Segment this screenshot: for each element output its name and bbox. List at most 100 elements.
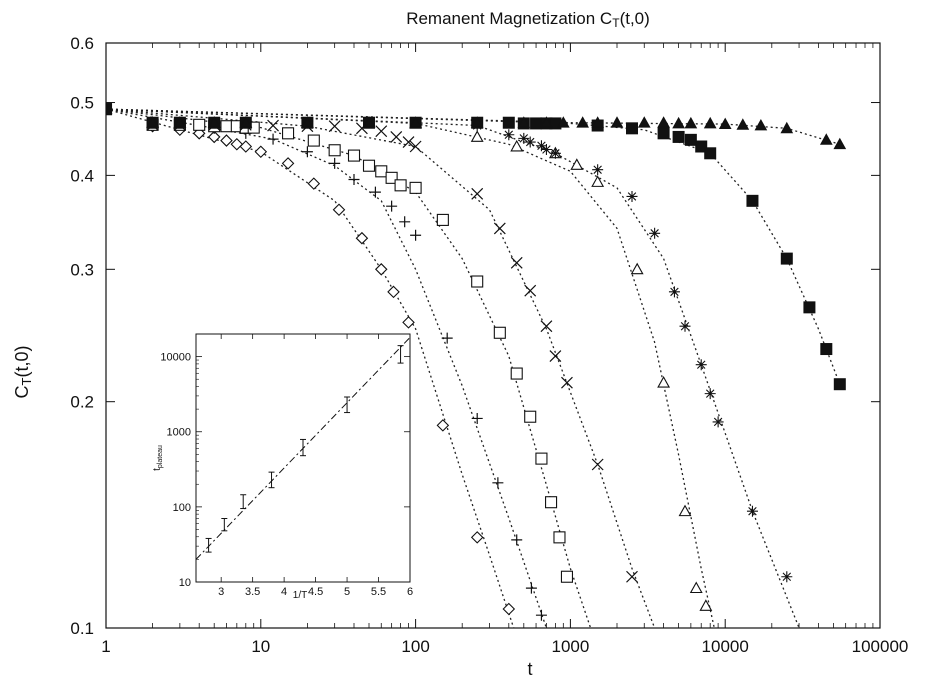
series-8-triangle-filled-point [833,137,847,150]
series-5-triangle-open-point [510,139,524,152]
series-2-plus-point [535,609,547,621]
chart-title-subscript: T [612,16,620,30]
inset-x-tick-label: 4 [281,586,287,598]
series-3-square-point [409,181,422,194]
series-8-triangle-filled-point [239,116,253,128]
series-2-plus-point [267,133,279,145]
inset-error-bar-point [268,471,275,489]
series-8-triangle-filled-point [736,118,750,130]
series-7-square-filled-point [502,116,515,129]
series-8-triangle-filled-point [672,116,685,129]
series-7-square-filled-point [746,194,759,207]
y-tick-label: 0.6 [70,34,94,53]
series-6-dotted-curve [106,108,800,628]
series-7-square-filled-point [695,140,708,153]
series-3-square-point [471,275,484,288]
series-8-triangle-filled-point [610,116,624,128]
series-6-star-point [695,359,707,371]
series-1-diamond-point [307,177,321,190]
series-3-square-point [535,452,548,465]
chart-title: Remanent Magnetization CT(t,0) [406,9,650,30]
series-8-triangle-filled-point [576,116,590,128]
series-4-cross-point [524,284,537,297]
series-2-plus-point [410,229,422,241]
series-8-triangle-filled-point [470,116,484,128]
x-tick-label: 1000 [551,637,589,656]
series-4-cross-point [493,222,506,235]
series-7-square-filled-point [833,378,846,391]
y-tick-label: 0.5 [70,94,94,113]
series-2-plus-point [511,534,523,546]
inset-x-tick-label: 5.5 [371,586,386,598]
series-8-triangle-filled-point [173,116,187,128]
series-1-diamond-point [436,419,450,432]
y-tick-label: 0.1 [70,619,94,638]
series-1-dotted-curve [106,108,515,628]
x-tick-label: 10000 [702,637,749,656]
series-1-diamond-point [239,140,253,153]
series-4-cross-point [409,140,422,153]
series-3-square-point [193,118,206,131]
series-8-triangle-filled-point [362,116,376,128]
inset-y-tick-label: 100 [173,502,191,514]
series-1-diamond-point [207,130,221,144]
main-plot-area: 1 10 100 1000 10000 100000 0.1 0.2 0.3 0.4 0.5 0.6 [70,34,908,656]
series-7-square-filled-point [780,252,793,265]
series-1-diamond-point [387,285,400,299]
series-3-square-point [510,367,523,380]
series-7-square-filled-point [626,122,639,135]
series-8-triangle-filled-point [819,133,833,145]
inset-frame [195,333,411,583]
series-8-triangle-filled-point [301,116,314,128]
series-8-triangle-filled-point [146,116,159,128]
series-3-square-point [385,171,398,184]
x-tick-label: 1 [101,637,110,656]
inset-error-bar-point [205,537,212,553]
inset-y-axis-label: tplateau [152,445,164,471]
series-7-square-filled-point [672,130,685,143]
series-4-cross-point [591,458,604,471]
inset-y-tick-label: 10000 [160,352,191,364]
series-6-star-point [704,388,716,400]
inset-background [196,334,410,582]
series-7-square-filled-point [820,343,833,356]
series-2-plus-point [369,186,381,198]
series-1-diamond-point [220,134,233,147]
series-6-star-point [535,140,547,152]
series-4-cross-point [561,376,573,389]
inset-x-axis-label: 1/T [293,590,307,601]
series-8-triangle-filled-point [754,118,768,131]
series-2-dotted-curve [106,108,548,628]
series-5-triangle-open-point [470,130,484,142]
series-1-diamond-point [281,157,295,170]
series-8-triangle-filled-point [637,116,651,128]
series-8-triangle-filled-point [106,102,113,115]
inset-content [196,337,410,560]
series-1-diamond-point [402,316,415,329]
series-2-plus-point [348,173,360,185]
series-3-square-point [282,127,295,140]
series-6-star-point [626,190,638,202]
series-3-square-point [560,570,574,583]
series-5-triangle-open-point [657,376,671,388]
series-3-square-point [553,531,566,544]
x-axis-label: t [527,659,532,679]
series-4-dotted-curve [106,108,656,628]
series-3-square-point [362,159,376,172]
series-5-triangle-open-point [699,599,713,611]
series-8-triangle-filled-point [718,117,732,130]
series-6-star-point [524,136,536,148]
inset-x-tick-label: 5 [344,586,350,598]
series-6-star-point [549,147,561,159]
series-1-diamond-point [502,602,516,616]
series-8-triangle-filled-point [684,116,698,129]
series-6-star-point [746,505,758,517]
inset-y-tick-label: 10 [179,577,191,589]
series-2-plus-point [386,200,398,212]
series-5-dotted-curve [106,108,715,628]
series-3-square-point [394,179,407,192]
series-2-plus-point [399,216,411,228]
series-4-cross-point [375,125,388,138]
series-3-square-point [328,144,341,157]
series-8-triangle-filled-point [591,116,605,128]
